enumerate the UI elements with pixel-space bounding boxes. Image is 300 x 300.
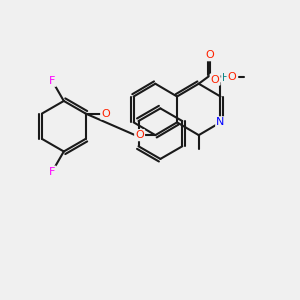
- Text: F: F: [49, 167, 56, 177]
- Text: F: F: [49, 76, 56, 86]
- Text: O: O: [228, 72, 236, 82]
- Text: H: H: [222, 73, 230, 83]
- Text: N: N: [216, 117, 225, 128]
- Text: O: O: [135, 130, 144, 140]
- Text: O: O: [206, 50, 214, 60]
- Text: O: O: [211, 75, 220, 85]
- Text: O: O: [101, 109, 110, 118]
